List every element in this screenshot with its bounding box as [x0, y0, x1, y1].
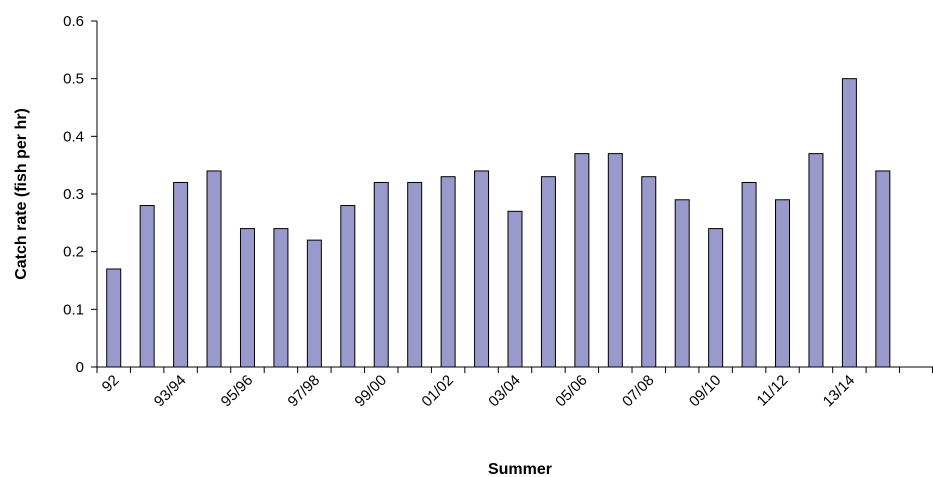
- y-tick-label: 0: [76, 359, 84, 376]
- x-tick-label: 03/04: [485, 372, 524, 411]
- bar-14-15: [875, 170, 891, 368]
- bar-00-01: [407, 181, 423, 368]
- bar-06-07: [607, 153, 623, 368]
- bar-92-93: [139, 205, 155, 368]
- bar-series: [106, 78, 891, 368]
- bar-98-99: [340, 205, 356, 368]
- x-axis-title: Summer: [488, 461, 552, 477]
- bar-02-03: [474, 170, 490, 368]
- y-tick-label: 0.5: [63, 71, 84, 88]
- x-tick-label: 99/00: [351, 372, 390, 411]
- x-tick-label: 05/06: [552, 372, 591, 411]
- bar-05-06: [574, 153, 590, 368]
- x-axis: 92 93/94 95/96 97/98 99/00 01/02 03/04 05/06 07/…: [96, 366, 933, 411]
- y-tick-label: 0.3: [63, 186, 84, 203]
- bar-93-94: [173, 181, 189, 368]
- x-tick-label: 97/98: [285, 372, 324, 411]
- bar-94-95: [206, 170, 222, 368]
- bar-10-11: [741, 181, 757, 368]
- bar-07-08: [641, 176, 657, 368]
- bar-03-04: [507, 210, 523, 368]
- y-tick-label: 0.2: [63, 244, 84, 261]
- x-tick-label: 11/12: [754, 372, 792, 410]
- bar-95-96: [239, 228, 255, 368]
- bar-92: [106, 268, 122, 368]
- y-tick-label: 0.6: [63, 13, 84, 30]
- x-tick-label: 07/08: [619, 372, 658, 411]
- y-tick-label: 0.1: [63, 301, 84, 318]
- bar-09-10: [708, 228, 724, 368]
- x-tick-label: 92: [99, 372, 123, 396]
- x-tick-label: 95/96: [218, 372, 257, 411]
- bar-96-97: [273, 228, 289, 368]
- bar-97-98: [306, 239, 322, 368]
- x-tick-label: 09/10: [686, 372, 725, 411]
- bar-04-05: [540, 176, 556, 368]
- y-tick-label: 0.4: [63, 128, 84, 145]
- x-tick-label: 13/14: [820, 372, 859, 411]
- bar-99-00: [373, 181, 389, 368]
- bar-08-09: [674, 199, 690, 368]
- bar-11-12: [775, 199, 791, 368]
- bar-12-13: [808, 153, 824, 368]
- y-axis-title: Catch rate (fish per hr): [13, 108, 30, 280]
- x-tick-label: 93/94: [151, 372, 190, 411]
- bar-01-02: [440, 176, 456, 368]
- y-axis: 0 0.1 0.2 0.3 0.4 0.5 0.6: [63, 13, 98, 376]
- bar-13-14: [841, 78, 857, 368]
- x-tick-label: 01/02: [418, 372, 457, 411]
